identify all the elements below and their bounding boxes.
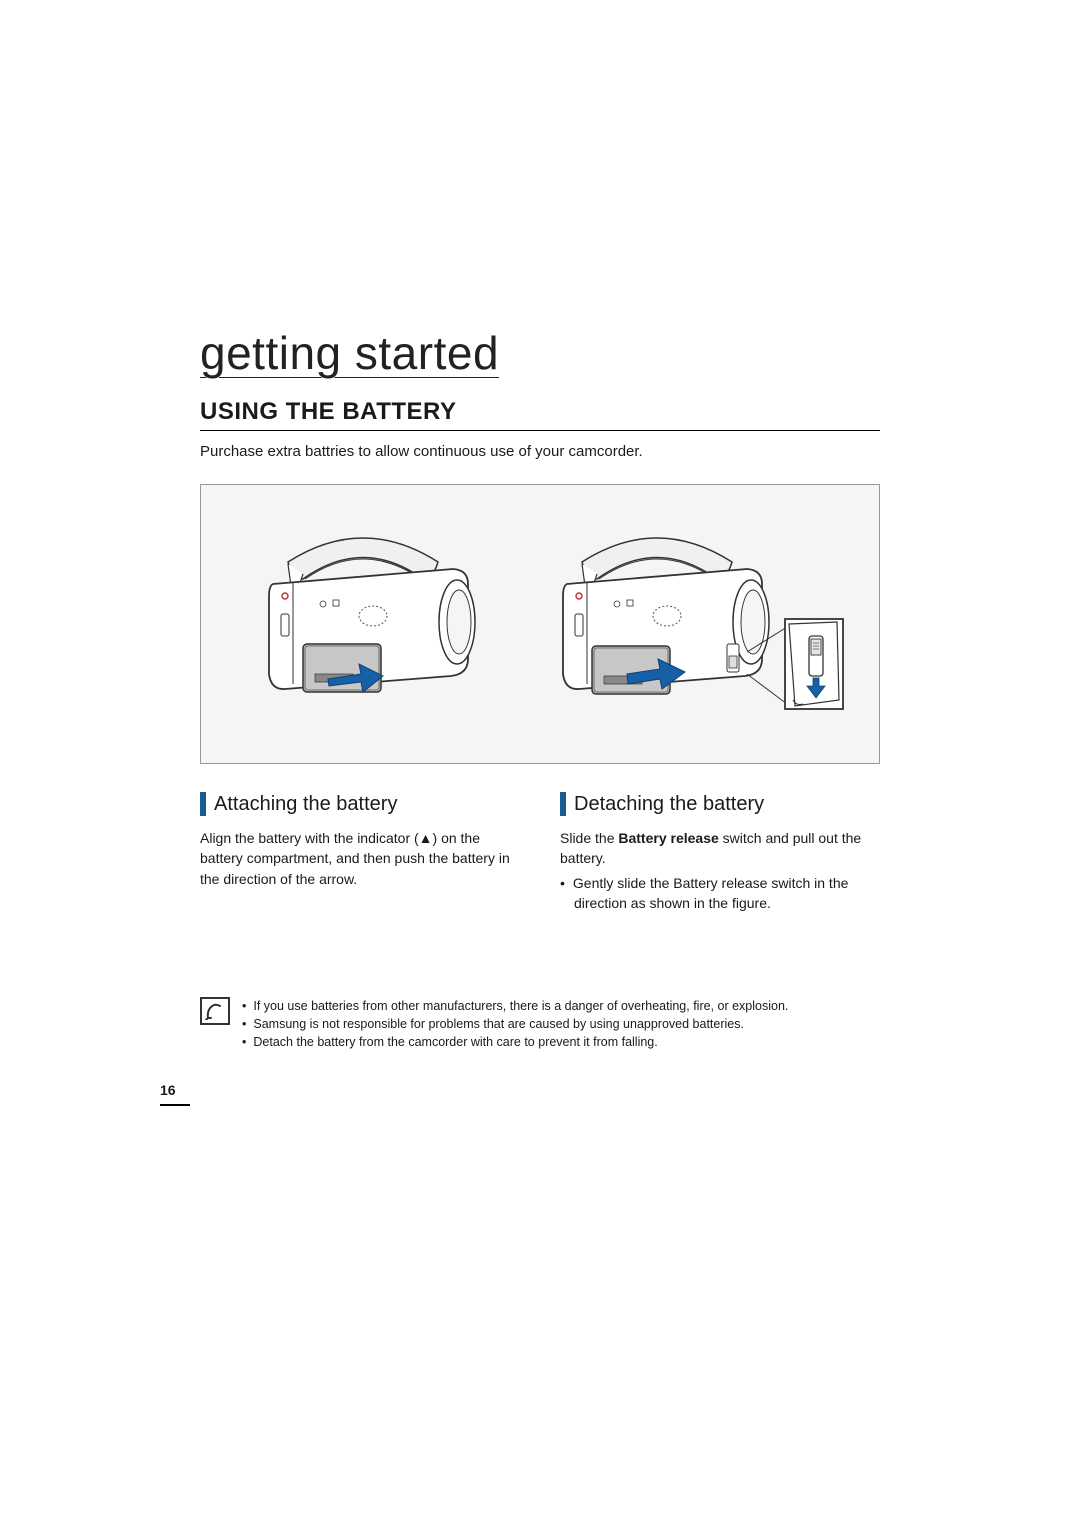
detach-body-text: Slide the Battery release switch and pul… [560,828,880,869]
page-number-bar [160,1104,190,1106]
column-left: Attaching the battery Align the battery … [200,792,520,913]
note-list: If you use batteries from other manufact… [242,997,788,1051]
detach-bold: Battery release [618,830,718,846]
subheading-detach: Detaching the battery [560,792,880,816]
note-item: If you use batteries from other manufact… [242,997,788,1015]
note-item: Detach the battery from the camcorder wi… [242,1033,788,1051]
manual-page: getting started USING THE BATTERY Purcha… [200,326,880,1052]
chapter-title: getting started [200,326,880,380]
detach-bullets: Gently slide the Battery release switch … [560,873,880,914]
attach-body-text: Align the battery with the indicator (▲)… [200,828,520,889]
intro-text: Purchase extra battries to allow continu… [200,441,880,462]
subheading-attach: Attaching the battery [200,792,520,816]
camcorder-attach-svg [233,524,493,724]
note-item: Samsung is not responsible for problems … [242,1015,788,1033]
section-title: USING THE BATTERY [200,398,880,431]
detach-bullet-item: Gently slide the Battery release switch … [560,873,880,914]
note-box: If you use batteries from other manufact… [200,997,880,1051]
note-icon [200,997,230,1025]
figure-attach-battery [233,524,493,724]
bullet-bold: Battery release [673,875,767,891]
page-number: 16 [160,1082,176,1098]
two-column-section: Attaching the battery Align the battery … [200,792,880,913]
bullet-prefix: Gently slide the [573,875,673,891]
figure-detach-battery [537,524,847,724]
figure-box [200,484,880,764]
column-right: Detaching the battery Slide the Battery … [560,792,880,913]
camcorder-detach-svg [537,524,847,724]
detach-prefix: Slide the [560,830,618,846]
